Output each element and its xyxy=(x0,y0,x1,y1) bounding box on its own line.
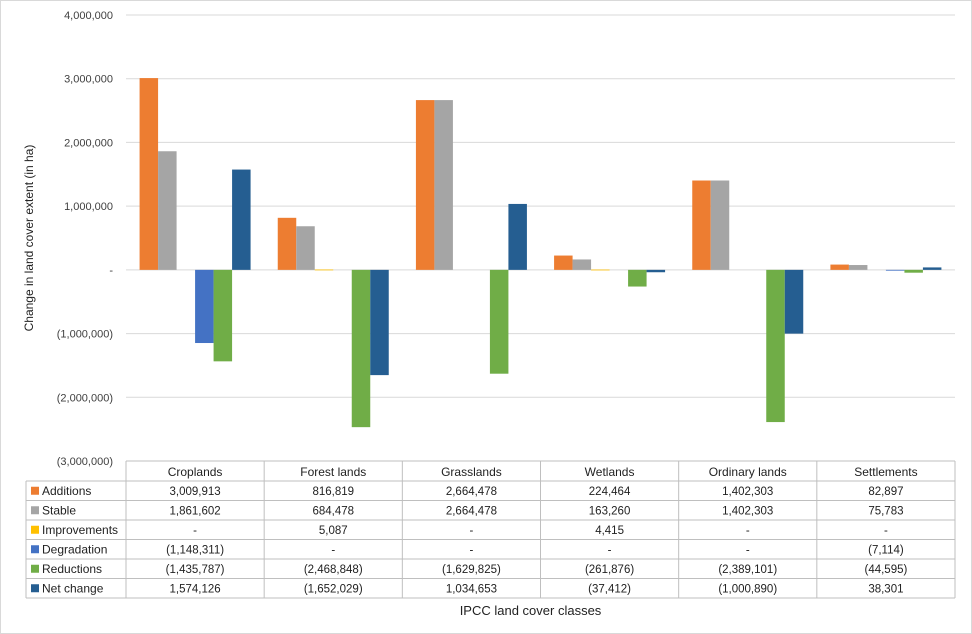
bar-net-change xyxy=(370,269,389,376)
data-label: 1,861,602 xyxy=(169,505,220,517)
data-label: - xyxy=(469,525,473,537)
bar-net-change xyxy=(922,267,942,270)
category-label: Settlements xyxy=(854,465,917,479)
data-label: 5,087 xyxy=(319,525,348,537)
category-label: Ordinary lands xyxy=(709,465,787,479)
data-label: (1,148,311) xyxy=(166,544,224,556)
bar-stable xyxy=(296,226,315,270)
data-label: (1,629,825) xyxy=(442,564,501,576)
bar-degradation xyxy=(195,269,214,344)
bar-stable xyxy=(848,265,868,270)
bar-reductions xyxy=(351,269,371,428)
legend-swatch xyxy=(31,564,39,573)
legend-label: Improvements xyxy=(42,523,118,537)
data-label: (1,652,029) xyxy=(304,583,363,595)
bar-net-change xyxy=(508,203,527,270)
y-tick-label: (2,000,000) xyxy=(57,392,113,404)
legend-swatch xyxy=(31,486,39,495)
bar-reductions xyxy=(766,269,785,423)
data-label: (1,000,890) xyxy=(718,583,777,595)
legend-label: Reductions xyxy=(42,562,102,576)
legend-swatch xyxy=(31,545,39,554)
data-label: 75,783 xyxy=(868,505,903,517)
data-label: - xyxy=(746,525,750,537)
bar-stable xyxy=(158,151,177,270)
data-label: 4,415 xyxy=(595,525,624,537)
bar-net-change xyxy=(646,269,666,273)
data-label: (2,389,101) xyxy=(718,564,777,576)
bar-reductions xyxy=(628,269,647,287)
data-label: 3,009,913 xyxy=(169,486,220,498)
bar-reductions xyxy=(213,269,233,362)
bar-additions xyxy=(830,264,849,270)
data-label: 816,819 xyxy=(312,486,354,498)
bar-degradation xyxy=(885,269,905,271)
data-label: - xyxy=(193,525,197,537)
data-label: (2,468,848) xyxy=(304,564,363,576)
data-label: 684,478 xyxy=(312,505,354,517)
data-label: - xyxy=(746,544,750,556)
bar-additions xyxy=(692,180,711,270)
legend-label: Stable xyxy=(42,503,76,517)
category-label: Croplands xyxy=(168,465,223,479)
bar-net-change xyxy=(232,169,251,270)
bar-improvements xyxy=(314,269,334,271)
data-label: 1,574,126 xyxy=(169,583,220,595)
y-tick-label: 4,000,000 xyxy=(64,10,113,22)
bar-additions xyxy=(277,217,297,270)
bar-reductions xyxy=(489,269,509,374)
y-tick-label: (3,000,000) xyxy=(57,456,113,468)
data-label: (37,412) xyxy=(588,583,631,595)
data-label: 163,260 xyxy=(589,505,631,517)
category-label: Grasslands xyxy=(441,465,502,479)
bar-stable xyxy=(710,180,730,270)
y-axis-title: Change in land cover extent (in ha) xyxy=(22,145,36,332)
bar-additions xyxy=(139,78,159,270)
legend-swatch xyxy=(31,584,39,593)
bar-stable xyxy=(572,259,592,270)
bar-improvements xyxy=(591,269,610,271)
data-label: 1,034,653 xyxy=(446,583,497,595)
y-tick-label: 1,000,000 xyxy=(64,201,113,213)
data-label: 2,664,478 xyxy=(446,486,497,498)
y-tick-label: - xyxy=(109,265,113,277)
bar-additions xyxy=(415,100,435,270)
data-label: 82,897 xyxy=(868,486,903,498)
y-tick-label: 2,000,000 xyxy=(64,137,113,149)
data-label: - xyxy=(331,544,335,556)
bar-stable xyxy=(434,100,453,270)
category-label: Forest lands xyxy=(300,465,366,479)
data-label: 1,402,303 xyxy=(722,486,773,498)
data-label: 224,464 xyxy=(589,486,631,498)
legend-label: Additions xyxy=(42,484,91,498)
data-label: (1,435,787) xyxy=(166,564,225,576)
bar-additions xyxy=(554,255,573,270)
data-label: 1,402,303 xyxy=(722,505,773,517)
data-label: - xyxy=(884,525,888,537)
data-label: 38,301 xyxy=(868,583,903,595)
data-label: (7,114) xyxy=(868,544,904,556)
data-label: 2,664,478 xyxy=(446,505,497,517)
category-label: Wetlands xyxy=(585,465,635,479)
legend-swatch xyxy=(31,506,39,515)
legend-swatch xyxy=(31,525,39,534)
data-label: (44,595) xyxy=(864,564,907,576)
y-tick-label: (1,000,000) xyxy=(57,329,113,341)
data-label: (261,876) xyxy=(585,564,634,576)
data-label: - xyxy=(608,544,612,556)
data-label: - xyxy=(469,544,473,556)
x-axis-title: IPCC land cover classes xyxy=(460,603,602,618)
y-tick-label: 3,000,000 xyxy=(64,74,113,86)
legend-label: Net change xyxy=(42,581,104,595)
bar-reductions xyxy=(904,269,923,273)
legend-label: Degradation xyxy=(42,542,107,556)
bar-net-change xyxy=(784,269,804,334)
